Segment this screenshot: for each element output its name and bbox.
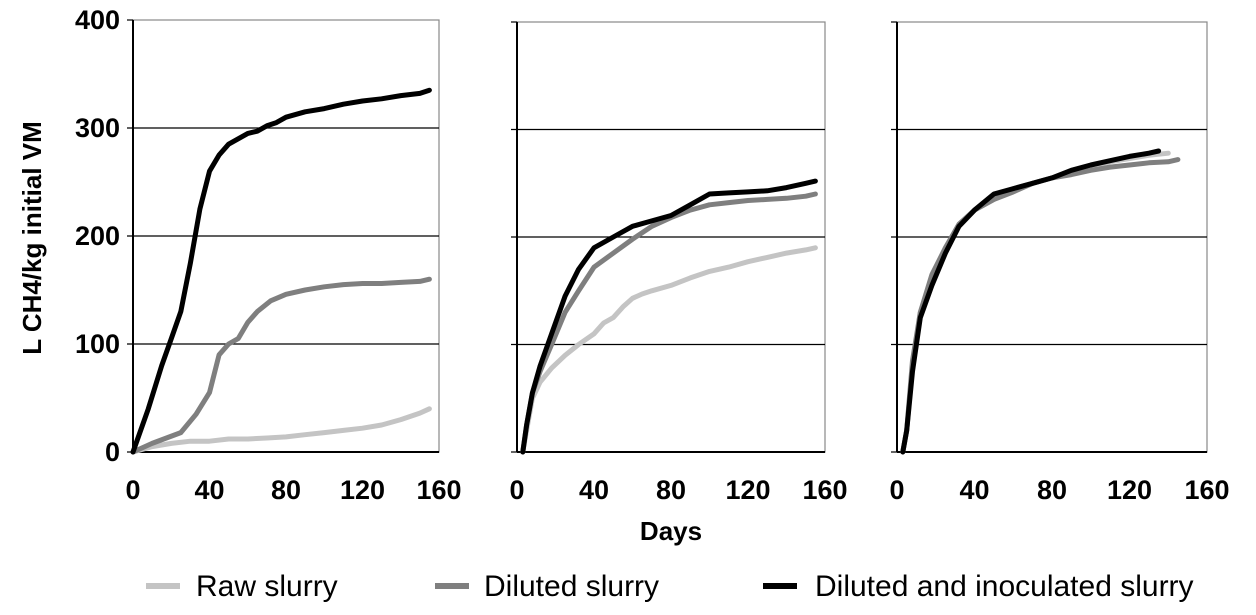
x-axis-label: Days (640, 516, 702, 546)
series-line-diluted-and-inoculated-slurry (520, 178, 818, 455)
chart-panels: 0 100 200 300 400 0 40 80 120 160 0 40 80 120 160 0 40 80… (75, 5, 1230, 505)
y-tick-label: 300 (75, 113, 120, 143)
x-tick-label: 120 (725, 475, 770, 505)
legend-label: Diluted and inoculated slurry (815, 570, 1194, 603)
x-tick-label: 160 (802, 475, 847, 505)
series-line-diluted-slurry (130, 276, 432, 455)
panel-1: 0 100 200 300 400 0 40 80 120 160 (75, 5, 462, 505)
panel-3: 0 40 80 120 160 (889, 21, 1230, 505)
y-axis-label: L CH4/kg initial VM (17, 121, 47, 355)
x-tick-label: 80 (1037, 475, 1067, 505)
x-tick-label: 120 (340, 475, 385, 505)
x-tick-label: 160 (416, 475, 461, 505)
x-tick-label: 40 (959, 475, 989, 505)
y-tick-label: 200 (75, 221, 120, 251)
x-tick-label: 0 (125, 475, 140, 505)
panel-2: 0 40 80 120 160 (509, 21, 848, 505)
series-line-diluted-slurry (520, 191, 818, 455)
legend-label: Diluted slurry (484, 570, 659, 603)
x-tick-label: 0 (509, 475, 524, 505)
series-line-diluted-slurry (900, 157, 1181, 455)
series-line-raw-slurry (900, 150, 1171, 455)
y-tick-label: 0 (105, 437, 120, 467)
x-tick-label: 160 (1184, 475, 1229, 505)
x-tick-label: 40 (579, 475, 609, 505)
y-tick-label: 400 (75, 5, 120, 35)
y-tick-label: 100 (75, 329, 120, 359)
x-tick-label: 80 (271, 475, 301, 505)
x-tick-label: 80 (656, 475, 686, 505)
series-line-diluted-and-inoculated-slurry (130, 87, 432, 455)
x-tick-label: 120 (1107, 475, 1152, 505)
legend-item: Diluted slurry (435, 570, 659, 603)
x-tick-label: 40 (194, 475, 224, 505)
legend: Raw slurry Diluted slurry Diluted and inoc… (146, 570, 1194, 603)
series-line-diluted-and-inoculated-slurry (900, 148, 1162, 455)
legend-item: Diluted and inoculated slurry (763, 570, 1194, 603)
legend-label: Raw slurry (196, 570, 338, 603)
legend-item: Raw slurry (146, 570, 338, 603)
x-tick-label: 0 (889, 475, 904, 505)
series-line-raw-slurry (520, 245, 818, 455)
series-line-raw-slurry (130, 406, 432, 455)
